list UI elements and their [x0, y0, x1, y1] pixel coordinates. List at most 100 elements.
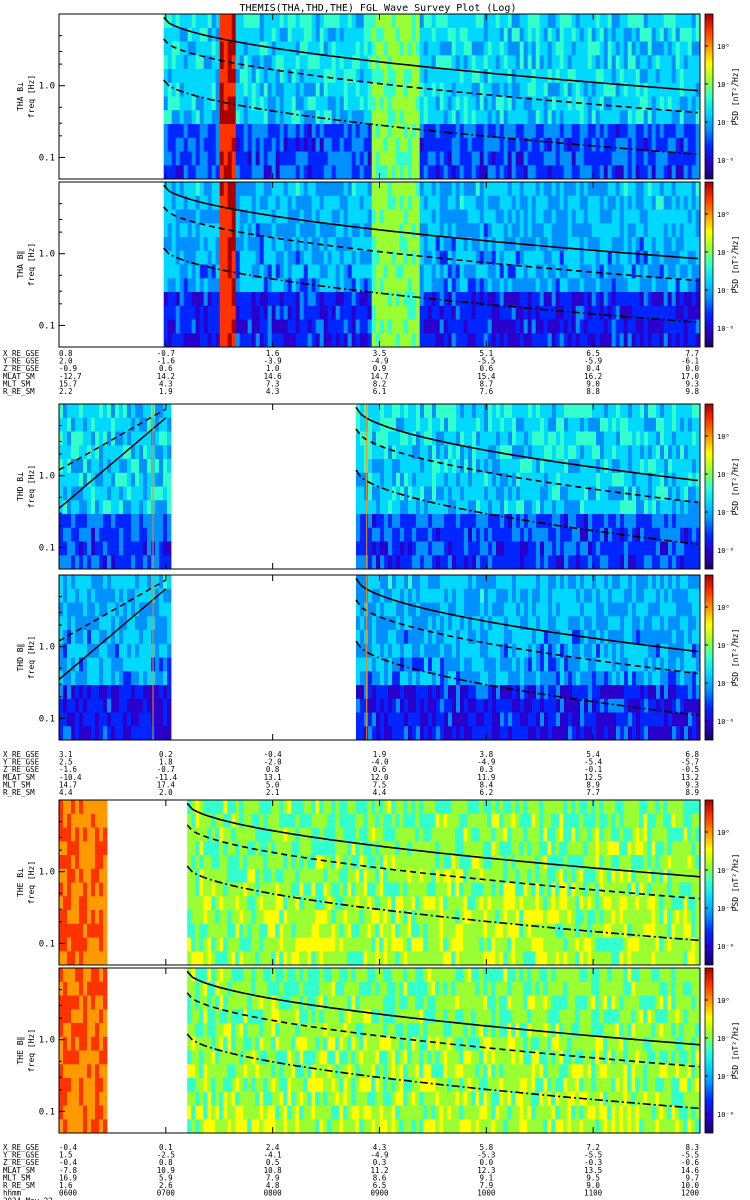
- y-tick-label: 0.1: [39, 543, 55, 553]
- ephemeris-value: 9.3: [685, 780, 699, 789]
- colorbar: [704, 13, 714, 180]
- ephemeris-value: 0.3: [373, 1158, 387, 1167]
- y-tick-label: 1.0: [39, 643, 55, 653]
- gyrofrequency-curve-1: [355, 577, 698, 653]
- ephemeris-value: 12.5: [584, 773, 602, 782]
- ephemeris-value: -5.5: [477, 357, 495, 366]
- colorbar-tick-label: 10⁻²: [717, 1035, 734, 1043]
- ephemeris-value: 7.5: [373, 780, 387, 789]
- colorbar-label: PSD [nT²/Hz]: [731, 458, 740, 516]
- y-tick-label: 1.0: [39, 472, 55, 482]
- ephemeris-value: 0.2: [159, 750, 173, 759]
- ephemeris-value: 1.6: [59, 1181, 73, 1190]
- colorbar-tick-label: 10⁻⁴: [717, 509, 734, 517]
- gyrofrequency-curve-early-2: [59, 579, 167, 642]
- ephemeris-row-label: Y_RE_GSE: [3, 758, 40, 767]
- ephemeris-value: 13.1: [264, 773, 282, 782]
- colorbar-tick-label: 10⁻⁴: [717, 905, 734, 913]
- ephemeris-value: 2.0: [159, 788, 173, 797]
- ephemeris-value: 6.2: [480, 788, 494, 797]
- ephemeris-value: -4.9: [370, 357, 388, 366]
- colorbar-tick-label: 10⁰: [717, 604, 730, 612]
- gyrofrequency-curve-2: [163, 38, 698, 114]
- ephemeris-value: 5.1: [480, 349, 494, 358]
- ephemeris-value: 8.3: [685, 1143, 699, 1152]
- panel-ylabel: THA B⊥: [16, 82, 25, 111]
- ephemeris-value: 1.0: [266, 364, 280, 373]
- colorbar-label: PSD [nT²/Hz]: [731, 629, 740, 687]
- figure-title: THEMIS(THA,THD,THE) FGL Wave Survey Plot…: [240, 3, 517, 14]
- colorbar-tick-label: 10⁻⁶: [717, 325, 734, 333]
- ephemeris-value: -3.9: [264, 357, 282, 366]
- ephemeris-row-label: MLT_SM: [3, 780, 31, 789]
- ephemeris-row-label: R_RE_SM: [3, 387, 35, 396]
- spectrogram-panel-tha-par: 1.0 0.1 THA B∥ freq [Hz] 10⁰ 10⁻² 10⁻⁴ 10⁻⁶ PSD …: [16, 181, 740, 348]
- ephemeris-value: -5.5: [681, 1151, 699, 1160]
- ephemeris-value: -5.7: [681, 758, 699, 767]
- ephemeris-value: 17.0: [681, 372, 700, 381]
- panel-ylabel: THD B∥: [16, 643, 25, 671]
- ephemeris-value: -0.3: [584, 1158, 602, 1167]
- ephemeris-value: 9.7: [685, 1173, 699, 1182]
- y-tick-label: 1.0: [39, 82, 55, 92]
- ephemeris-value: -0.4: [59, 1158, 78, 1167]
- colorbar-tick-label: 10⁻⁶: [717, 1111, 734, 1119]
- ephemeris-value: -0.5: [681, 765, 699, 774]
- ephemeris-value: 10.9: [157, 1166, 175, 1175]
- ephemeris-value: 7.2: [586, 1143, 600, 1152]
- ephemeris-value: 6.1: [373, 387, 387, 396]
- ephemeris-value: 2.4: [266, 1143, 280, 1152]
- ephemeris-value: -4.0: [370, 758, 389, 767]
- ephemeris-value: 0.8: [159, 1158, 173, 1167]
- ephemeris-value: 0.1: [159, 1143, 173, 1152]
- ephemeris-row-label: R_RE_SM: [3, 1181, 35, 1190]
- y-tick-label: 1.0: [39, 868, 55, 878]
- ephemeris-value: 1.6: [266, 349, 280, 358]
- ephemeris-value: 3.1: [59, 750, 73, 759]
- ephemeris-value: 9.5: [586, 1173, 600, 1182]
- ephemeris-value: -0.9: [59, 364, 77, 373]
- colorbar-tick-label: 10⁻²: [717, 867, 734, 875]
- ephemeris-value: 7.3: [266, 379, 280, 388]
- colorbar-label: PSD [nT²/Hz]: [731, 236, 740, 294]
- ephemeris-value: 13.2: [681, 773, 699, 782]
- ephemeris-value: 2.5: [59, 758, 73, 767]
- ephemeris-value: 15.7: [59, 379, 77, 388]
- ephemeris-block-thd: X_RE_GSE 3.1 0.2 -0.4 1.9 3.8 5.4 6.8 Y_RE_GSE 2.…: [3, 750, 699, 797]
- panel-yunit: freq [Hz]: [27, 636, 36, 679]
- ephemeris-block-tha: X_RE_GSE 0.8 -0.7 1.6 3.5 5.1 6.5 7.7 Y_RE_GSE 2.…: [3, 349, 699, 396]
- colorbar: [704, 574, 714, 741]
- ephemeris-value: 14.6: [264, 372, 283, 381]
- y-tick-label: 1.0: [39, 250, 55, 260]
- gyrofrequency-curve-2: [163, 206, 698, 282]
- gyrofrequency-curve-early-1: [59, 588, 167, 680]
- ephemeris-value: 9.8: [685, 387, 699, 396]
- colorbar-tick-label: 10⁻⁴: [717, 119, 734, 127]
- colorbar-tick-label: 10⁻²: [717, 471, 734, 479]
- ephemeris-value: 8.9: [586, 780, 600, 789]
- gyrofrequency-curve-2: [355, 599, 699, 675]
- gyrofrequency-curve-2: [186, 824, 700, 900]
- gyrofrequency-curve-3: [163, 247, 698, 324]
- spectrogram-panel-the-perp: 1.0 0.1 THE B⊥ freq [Hz] 10⁰ 10⁻² 10⁻⁴ 10⁻⁶ PSD …: [16, 799, 740, 966]
- ephemeris-value: -4.9: [370, 1151, 388, 1160]
- ephemeris-value: 13.5: [584, 1166, 602, 1175]
- gyrofrequency-curve-2: [186, 992, 700, 1068]
- ephemeris-value: 0.5: [266, 1158, 280, 1167]
- gyrofrequency-curve-3: [355, 640, 698, 716]
- ephemeris-value: -4.9: [477, 758, 495, 767]
- colorbar-label: PSD [nT²/Hz]: [731, 854, 740, 912]
- gyrofrequency-curve-1: [186, 802, 700, 878]
- ephemeris-value: -4.1: [264, 1151, 282, 1160]
- ephemeris-value: 6.5: [373, 1181, 387, 1190]
- date-label: 2024 May 22: [3, 1197, 53, 1200]
- time-tick-label: 0600: [59, 1189, 78, 1198]
- colorbar-label: PSD [nT²/Hz]: [731, 1022, 740, 1080]
- ephemeris-value: -2.5: [157, 1151, 175, 1160]
- gyrofrequency-curve-1: [163, 184, 698, 260]
- ephemeris-value: 4.3: [266, 387, 280, 396]
- ephemeris-value: 3.8: [480, 750, 494, 759]
- ephemeris-value: 14.7: [59, 780, 77, 789]
- ephemeris-value: 0.0: [480, 1158, 494, 1167]
- ephemeris-value: 8.6: [373, 1173, 387, 1182]
